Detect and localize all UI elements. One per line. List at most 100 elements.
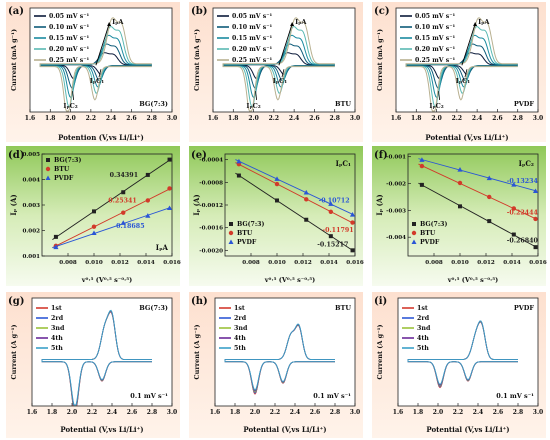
y-tick-label: -0.004 xyxy=(386,235,406,241)
data-point xyxy=(487,194,492,200)
x-tick-label: 2.4 xyxy=(472,115,482,122)
data-point xyxy=(275,198,279,203)
legend-entry: PVDF xyxy=(420,239,440,246)
legend-entry: 0.20 mV s⁻¹ xyxy=(232,46,272,53)
legend-entry: 3nd xyxy=(417,325,431,332)
legend-entry: 4th xyxy=(417,335,429,342)
legend-marker xyxy=(228,239,234,244)
legend-entry: 0.10 mV s⁻¹ xyxy=(49,24,89,31)
legend-entry: BG(7:3) xyxy=(420,221,447,228)
x-tick-label: 1.8 xyxy=(413,409,423,416)
x-tick-label: 2.8 xyxy=(513,409,523,416)
sample-label: BTU xyxy=(335,304,351,312)
legend-entry: 0.20 mV s⁻¹ xyxy=(415,46,455,53)
x-tick-label: 2.6 xyxy=(492,115,502,122)
data-point xyxy=(458,204,462,209)
ipc2-label: IₚC₂ xyxy=(246,102,260,110)
legend-entry: 0.25 mV s⁻¹ xyxy=(415,57,455,64)
legend-marker xyxy=(411,239,417,244)
data-point xyxy=(304,217,309,222)
sample-label: PVDF xyxy=(514,304,535,312)
y-tick-label: -0.0004 xyxy=(199,158,223,164)
x-tick-label: 2.4 xyxy=(289,115,299,122)
legend-entry: 2rd xyxy=(51,315,64,322)
panel-label: (d) xyxy=(8,150,24,161)
panel-b: (b) 1.6 1.8 2.0 2.2 2.4 2.6 2.8 3.0 0.05 mV s⁻¹ 0.… xyxy=(189,2,363,142)
legend-marker xyxy=(45,166,51,172)
y-tick-label: -0.003 xyxy=(386,208,406,214)
slope-label: -0.22444 xyxy=(507,209,539,216)
x-tick-label: 0.010 xyxy=(268,260,286,266)
sample-label: BTU xyxy=(335,100,351,108)
panel-label: (f) xyxy=(374,150,388,161)
legend-entry: PVDF xyxy=(54,175,74,182)
data-point xyxy=(328,234,333,239)
ipa-label: IₚA xyxy=(112,18,124,26)
legend-entry: 0.10 mV s⁻¹ xyxy=(232,24,272,31)
panel-label: (c) xyxy=(374,6,390,17)
ipa-label: IₚA xyxy=(478,18,490,26)
x-tick-label: 2.0 xyxy=(250,409,260,416)
y-axis-label: Iₚ (A) xyxy=(375,194,384,215)
arrow-head-icon xyxy=(107,22,112,26)
fit-line-0 xyxy=(418,182,537,248)
y-axis-label: Current (A g⁻¹) xyxy=(193,324,201,379)
data-point xyxy=(145,198,151,203)
cycle-curve-5 xyxy=(41,309,152,406)
legend-marker xyxy=(46,158,50,162)
x-tick-label: 1.6 xyxy=(393,409,403,416)
plot-frame xyxy=(407,153,539,257)
cycle-curve-5 xyxy=(407,320,518,385)
ipc2-arrow xyxy=(438,91,441,101)
x-tick-label: 3.0 xyxy=(350,115,360,122)
cycle-curve-5 xyxy=(224,323,335,391)
ipa-label: IₚA xyxy=(295,18,307,26)
corner-label: IₚC₁ xyxy=(336,159,351,168)
data-point xyxy=(487,219,492,224)
fit-line-2 xyxy=(52,207,171,249)
x-tick-label: 3.0 xyxy=(533,115,543,122)
legend-entry: 0.05 mV s⁻¹ xyxy=(415,13,455,20)
data-point xyxy=(303,189,309,195)
x-tick-label: 2.0 xyxy=(431,115,441,122)
data-point xyxy=(349,212,356,217)
data-point xyxy=(304,197,309,202)
x-tick-label: 2.4 xyxy=(290,409,300,416)
y-axis-label: Current (mA g⁻¹) xyxy=(10,29,18,91)
slope-label: -0.13234 xyxy=(507,178,539,185)
legend-entry: 0.05 mV s⁻¹ xyxy=(232,13,272,20)
slope-label: -0.10712 xyxy=(319,198,350,205)
legend-entry: 0.25 mV s⁻¹ xyxy=(232,57,272,64)
cv-curve-5 xyxy=(39,17,152,112)
data-point xyxy=(92,209,96,214)
legend-entry: 4th xyxy=(234,335,246,342)
panel-label: (b) xyxy=(191,6,207,17)
y-axis-label: Current (A g⁻¹) xyxy=(10,324,18,379)
data-point xyxy=(532,188,539,194)
corner-label: IₚC₂ xyxy=(519,159,534,168)
arrow-head-icon xyxy=(473,22,478,26)
legend-entry: 4th xyxy=(51,335,63,342)
ipc1-label: IₚC₁ xyxy=(456,77,470,85)
legend-entry: 1st xyxy=(417,305,428,312)
panel-label: (e) xyxy=(191,150,207,161)
x-tick-label: 2.0 xyxy=(433,409,443,416)
y-tick-label: 0.004 xyxy=(22,178,40,184)
x-tick-label: 1.6 xyxy=(25,115,35,122)
slope-label: -0.26840 xyxy=(507,238,539,245)
panel-background xyxy=(6,146,180,286)
data-point xyxy=(274,181,280,187)
legend-entry: BG(7:3) xyxy=(237,221,264,228)
data-point xyxy=(236,173,241,178)
panel-background xyxy=(189,146,363,286)
panel-d: (d) 0.008 0.010 0.012 0.014 0.016 0.001 0.002 0.… xyxy=(6,146,181,286)
x-tick-label: 1.6 xyxy=(210,409,220,416)
corner-label: IₚA xyxy=(156,243,169,252)
y-axis-label: Current (A g⁻¹) xyxy=(376,324,384,379)
ipc2-label: IₚC₂ xyxy=(63,102,77,110)
y-tick-label: 0.002 xyxy=(22,229,40,235)
x-tick-label: 0.016 xyxy=(529,260,547,266)
slope-label: -0.15217 xyxy=(317,241,348,248)
x-axis-label: v⁰·⁵ (V⁰·⁵ s⁻⁰·⁵) xyxy=(264,276,315,284)
x-tick-label: 0.014 xyxy=(503,260,521,266)
